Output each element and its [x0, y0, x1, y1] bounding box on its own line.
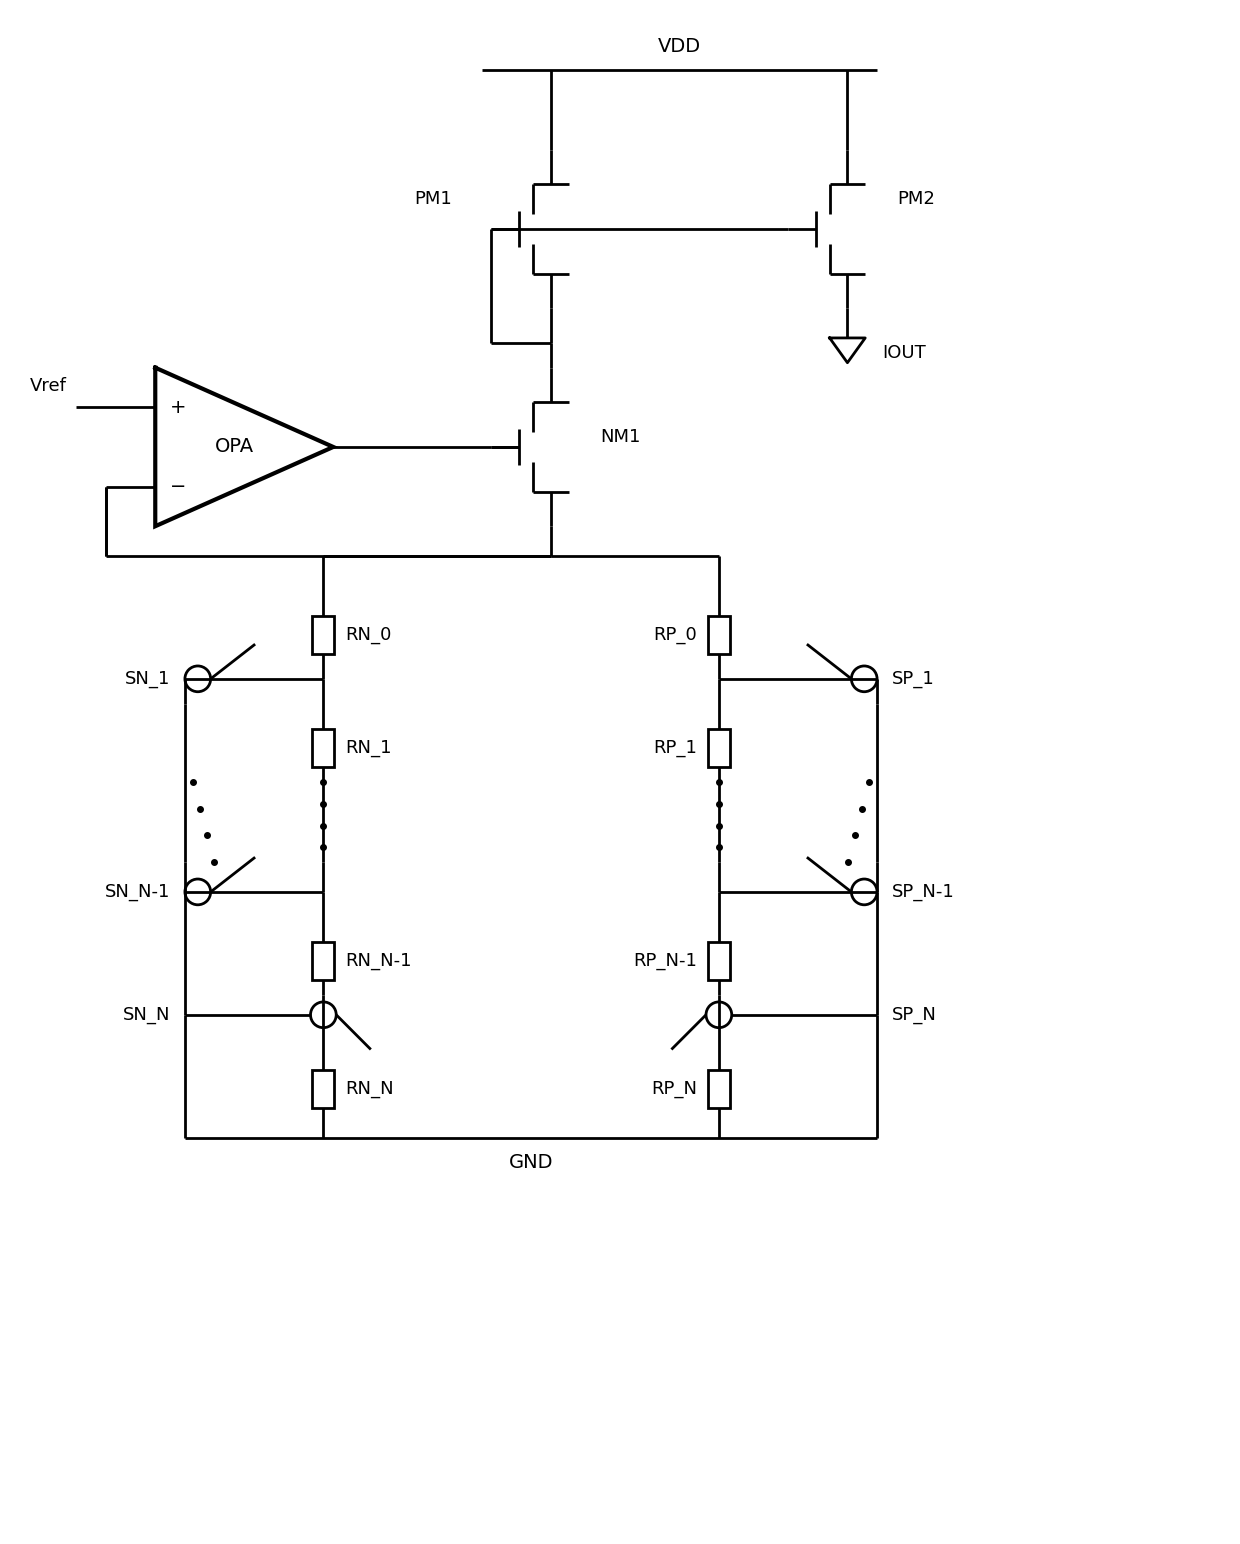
Bar: [708, 616, 730, 655]
Text: SN_N-1: SN_N-1: [104, 883, 170, 900]
Text: +: +: [170, 398, 186, 417]
Text: RN_0: RN_0: [345, 627, 392, 644]
Bar: [708, 1070, 730, 1109]
Bar: [312, 1070, 335, 1109]
Bar: [708, 942, 730, 980]
Text: RP_1: RP_1: [653, 740, 697, 757]
Text: SP_N: SP_N: [892, 1005, 936, 1024]
Text: −: −: [170, 477, 186, 496]
Text: RP_0: RP_0: [653, 627, 697, 644]
Text: RN_1: RN_1: [345, 740, 392, 757]
Text: OPA: OPA: [215, 437, 254, 457]
Bar: [708, 729, 730, 767]
Text: RN_N: RN_N: [345, 1081, 394, 1098]
Text: SN_N: SN_N: [123, 1005, 170, 1024]
Bar: [312, 616, 335, 655]
Text: RP_N: RP_N: [651, 1081, 697, 1098]
Text: GND: GND: [508, 1152, 553, 1172]
Text: PM2: PM2: [897, 190, 935, 208]
Text: RN_N-1: RN_N-1: [345, 953, 412, 970]
Text: SP_N-1: SP_N-1: [892, 883, 955, 900]
Text: IOUT: IOUT: [882, 344, 926, 361]
Text: SN_1: SN_1: [125, 670, 170, 687]
Text: RP_N-1: RP_N-1: [634, 953, 697, 970]
Bar: [312, 942, 335, 980]
Text: NM1: NM1: [600, 428, 641, 446]
Text: VDD: VDD: [657, 37, 701, 56]
Bar: [312, 729, 335, 767]
Text: Vref: Vref: [30, 377, 66, 395]
Text: SP_1: SP_1: [892, 670, 935, 687]
Text: PM1: PM1: [414, 190, 451, 208]
